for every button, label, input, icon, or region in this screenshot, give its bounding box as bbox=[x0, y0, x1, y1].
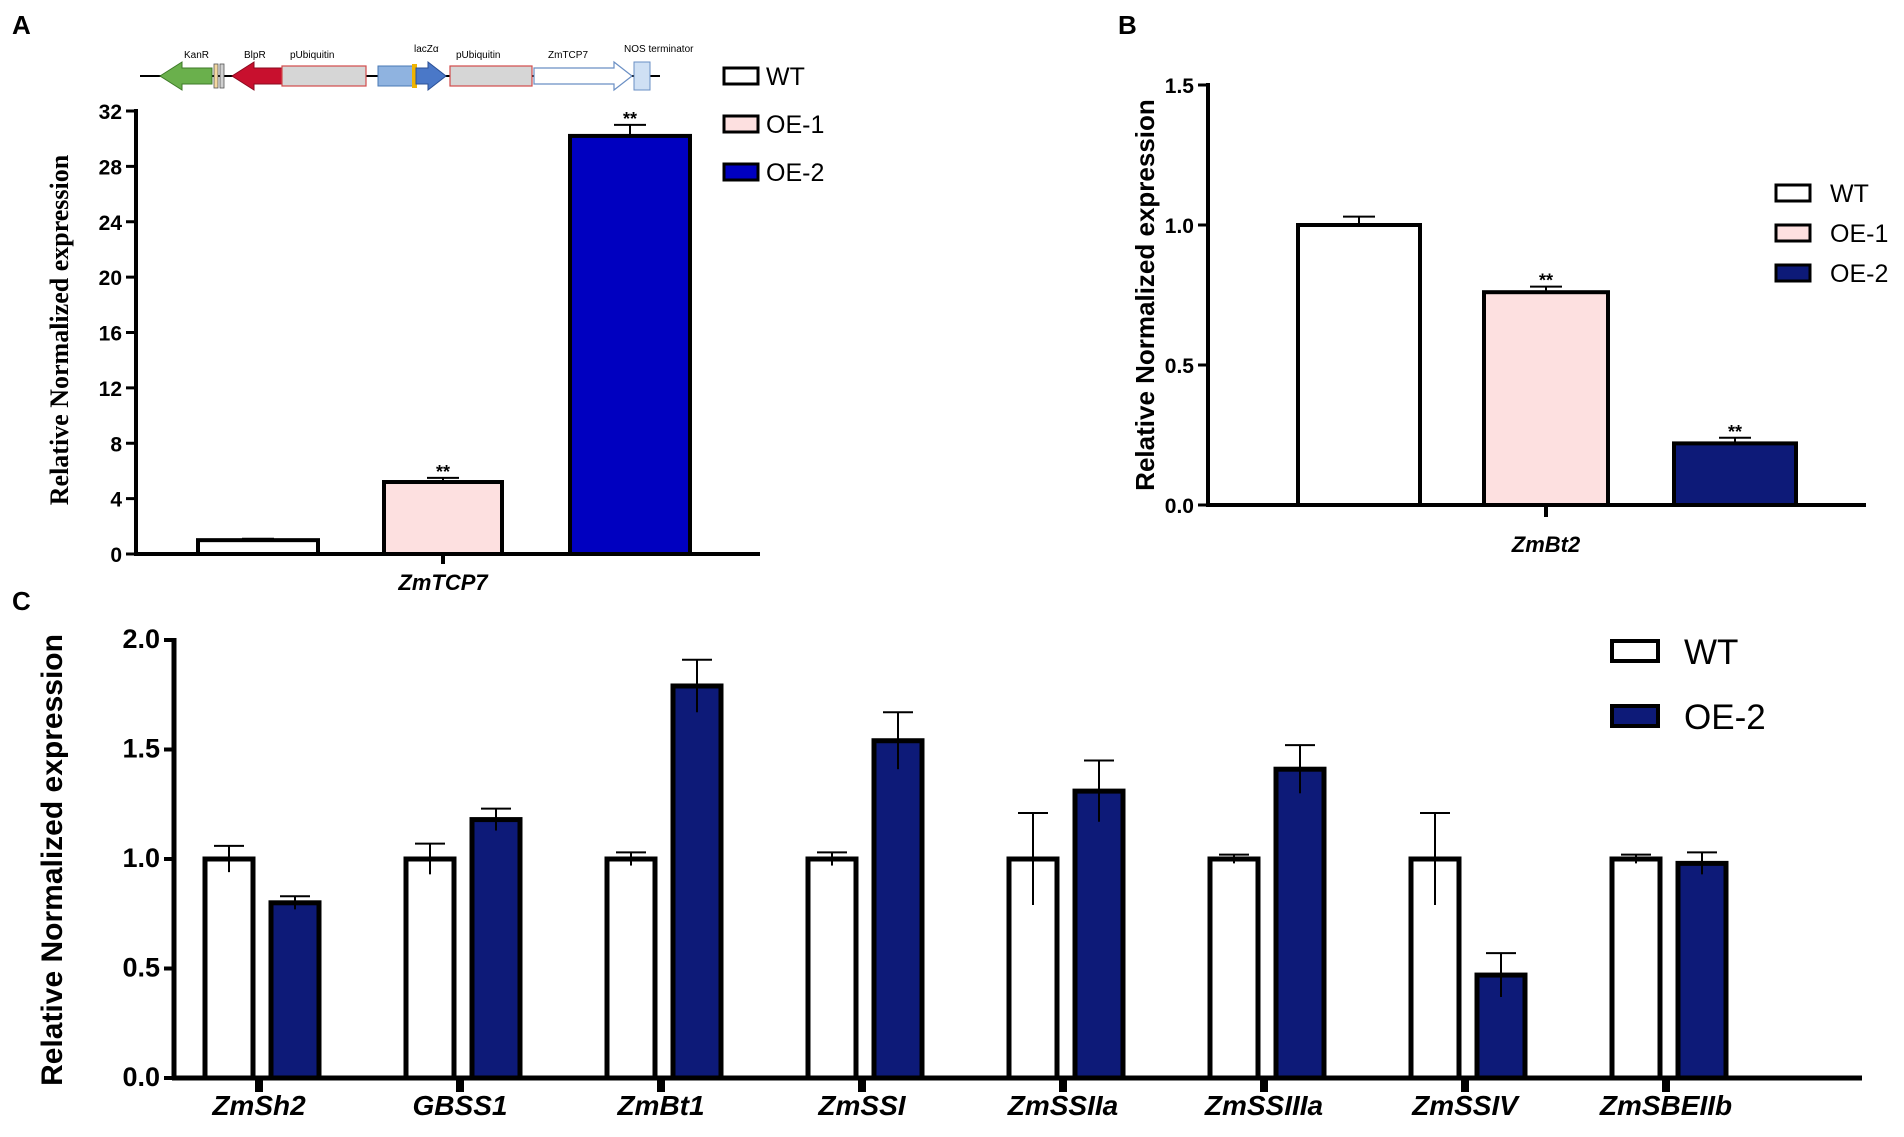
y-tick-label: 20 bbox=[99, 267, 122, 290]
legend-swatch-oe-2 bbox=[1774, 263, 1812, 283]
legend-swatch-wt bbox=[1774, 183, 1812, 203]
construct-label-blpr: BlpR bbox=[244, 50, 266, 61]
y-tick-label: 28 bbox=[99, 156, 123, 179]
y-tick-label: 24 bbox=[99, 212, 123, 235]
legend-swatch-oe-2 bbox=[1610, 704, 1660, 728]
legend-label-oe-2: OE-2 bbox=[1830, 260, 1888, 288]
bar-oe-1 bbox=[382, 480, 504, 557]
bar-zmssi-oe-2 bbox=[871, 738, 925, 1081]
legend-swatch-oe-1 bbox=[1774, 223, 1812, 243]
panel-label-c: C bbox=[12, 586, 31, 616]
bar-oe-1 bbox=[1482, 290, 1610, 508]
construct-spacer-2 bbox=[219, 63, 225, 89]
zmtcp7-arrow bbox=[533, 60, 633, 92]
construct-label-pubiquitin-1: pUbiquitin bbox=[290, 50, 334, 61]
construct-block-yellow bbox=[412, 64, 417, 88]
bar-zmsbeiib-oe-2 bbox=[1675, 860, 1729, 1081]
y-tick-label: 0.0 bbox=[122, 1062, 160, 1092]
x-category-label-zmssiia: ZmSSIIa bbox=[1007, 1090, 1118, 1121]
y-tick-label: 12 bbox=[99, 378, 122, 401]
y-tick-label: 0.0 bbox=[1165, 495, 1194, 518]
bar-gbss1-oe-2 bbox=[469, 817, 523, 1081]
bar-zmsbeiib-wt bbox=[1609, 856, 1663, 1081]
panel-label-b: B bbox=[1118, 10, 1137, 40]
y-axis-label: Relative Normalized expression bbox=[45, 154, 74, 505]
bar-zmssiiia-oe-2 bbox=[1273, 766, 1327, 1081]
x-category-label-gbss1: GBSS1 bbox=[413, 1090, 508, 1121]
legend-swatch-wt bbox=[1610, 639, 1660, 663]
x-category-label: ZmTCP7 bbox=[397, 570, 489, 595]
panel-label-a: A bbox=[12, 10, 31, 40]
legend-label-wt: WT bbox=[766, 63, 805, 91]
x-category-label-zmssiv: ZmSSIV bbox=[1411, 1090, 1520, 1121]
y-tick-label: 0.5 bbox=[1165, 355, 1195, 378]
y-tick-label: 1.0 bbox=[1165, 215, 1194, 238]
chart-c: 0.0 0.5 1.0 1.5 2.0 Relative Normalized expre… bbox=[36, 624, 1862, 1121]
chart-a: 0 4 8 12 16 20 24 28 32 Relative Normalized expre… bbox=[45, 63, 824, 595]
pubiquitin-box-1 bbox=[281, 65, 367, 87]
legend-swatch-wt bbox=[722, 66, 760, 86]
x-category-label-zmssiiia: ZmSSIIIa bbox=[1204, 1090, 1323, 1121]
x-category-label: ZmBt2 bbox=[1511, 532, 1581, 557]
significance-oe-2: ** bbox=[623, 109, 637, 129]
legend-label-wt: WT bbox=[1830, 180, 1869, 208]
y-tick-label: 1.0 bbox=[122, 843, 160, 873]
significance-oe-1: ** bbox=[1539, 271, 1553, 291]
blpr-arrow bbox=[231, 61, 283, 91]
bar-zmbt1-oe-2 bbox=[670, 683, 724, 1081]
bar-wt bbox=[196, 538, 320, 556]
legend-label-oe-2: OE-2 bbox=[766, 159, 824, 187]
kanr-arrow bbox=[159, 61, 213, 91]
y-tick-label: 2.0 bbox=[122, 624, 160, 654]
y-tick-label: 1.5 bbox=[122, 734, 160, 764]
bar-oe-2 bbox=[1672, 441, 1798, 507]
significance-oe-1: ** bbox=[436, 462, 450, 482]
bar-zmssiia-oe-2 bbox=[1072, 788, 1126, 1081]
bar-oe-2 bbox=[568, 133, 692, 556]
bar-gbss1-wt bbox=[403, 856, 457, 1081]
lacz-arrow bbox=[415, 60, 447, 92]
x-category-label-zmssi: ZmSSI bbox=[817, 1090, 906, 1121]
y-tick-label: 0.5 bbox=[122, 953, 160, 983]
x-category-label-zmsh2: ZmSh2 bbox=[211, 1090, 306, 1121]
x-category-label-zmsbeiib: ZmSBEIIb bbox=[1599, 1090, 1732, 1121]
plasmid-construct-diagram: KanR BlpR pUbiquitin lacZα pUbiquitin Zm… bbox=[140, 44, 694, 92]
construct-block-blue bbox=[377, 65, 415, 87]
construct-label-nos: NOS terminator bbox=[624, 44, 694, 55]
construct-label-lacz: lacZα bbox=[414, 44, 439, 55]
y-tick-label: 4 bbox=[110, 489, 122, 512]
construct-spacer-1 bbox=[213, 63, 219, 89]
bar-zmbt1-wt bbox=[604, 856, 658, 1081]
y-tick-label: 1.5 bbox=[1165, 75, 1195, 98]
legend-label-oe-2: OE-2 bbox=[1684, 698, 1766, 737]
legend-swatch-oe-2 bbox=[722, 162, 760, 182]
significance-oe-2: ** bbox=[1728, 422, 1742, 442]
construct-label-kanr: KanR bbox=[184, 50, 209, 61]
bar-zmssiiia-wt bbox=[1207, 856, 1261, 1081]
pubiquitin-box-2 bbox=[449, 65, 533, 87]
nos-terminator-box bbox=[633, 61, 651, 91]
construct-label-pubiquitin-2: pUbiquitin bbox=[456, 50, 500, 61]
y-axis-label: Relative Normalized expression bbox=[36, 634, 69, 1086]
y-tick-label: 8 bbox=[110, 433, 122, 456]
legend-label-wt: WT bbox=[1684, 633, 1738, 672]
bar-zmsh2-oe-2 bbox=[268, 900, 322, 1081]
x-category-label-zmbt1: ZmBt1 bbox=[616, 1090, 704, 1121]
bar-zmssi-wt bbox=[805, 856, 859, 1081]
y-tick-label: 0 bbox=[110, 544, 122, 567]
y-tick-label: 32 bbox=[99, 101, 122, 124]
bar-wt bbox=[1296, 223, 1422, 507]
y-axis-label: Relative Normalized expression bbox=[1130, 99, 1160, 491]
construct-label-zmtcp7: ZmTCP7 bbox=[548, 50, 588, 61]
bar-zmsh2-wt bbox=[202, 856, 256, 1081]
y-tick-label: 16 bbox=[99, 323, 122, 346]
legend-swatch-oe-1 bbox=[722, 114, 760, 134]
legend-label-oe-1: OE-1 bbox=[766, 111, 824, 139]
legend-label-oe-1: OE-1 bbox=[1830, 220, 1888, 248]
